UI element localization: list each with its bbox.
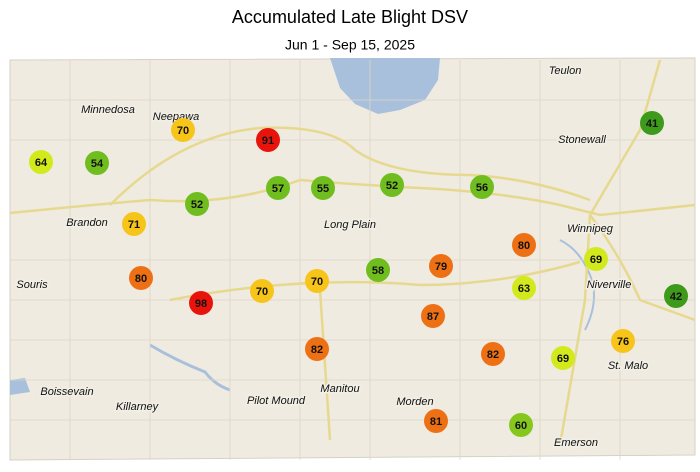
station-marker (266, 176, 290, 200)
place-label: Long Plain (324, 219, 376, 231)
station-marker (129, 266, 153, 290)
station-marker (470, 175, 494, 199)
station-marker (380, 173, 404, 197)
station-value: 70 (311, 276, 323, 288)
station-value: 70 (177, 125, 189, 137)
place-label: Manitou (320, 383, 359, 395)
station-marker (305, 337, 329, 361)
station-value: 69 (557, 353, 569, 365)
station-value: 58 (372, 265, 384, 277)
station-value: 98 (195, 298, 207, 310)
station-value: 63 (518, 283, 530, 295)
station-marker (185, 192, 209, 216)
station-value: 80 (518, 240, 530, 252)
station-value: 41 (646, 118, 658, 130)
station-marker (512, 276, 536, 300)
station-marker (85, 151, 109, 175)
station-value: 82 (487, 349, 499, 361)
station-marker (122, 212, 146, 236)
place-label: Niverville (587, 279, 632, 291)
station-marker (481, 342, 505, 366)
place-label: Brandon (66, 217, 108, 229)
title: Accumulated Late Blight DSV (232, 7, 468, 27)
station-value: 79 (435, 261, 447, 273)
place-label: Emerson (554, 437, 598, 449)
station-marker (551, 346, 575, 370)
station-value: 42 (670, 291, 682, 303)
station-value: 60 (515, 420, 527, 432)
station-value: 91 (262, 135, 274, 147)
station-marker (305, 269, 329, 293)
place-label: Stonewall (558, 134, 606, 146)
station-value: 71 (128, 219, 140, 231)
station-marker (664, 284, 688, 308)
place-label: Minnedosa (81, 104, 135, 116)
station-value: 70 (256, 286, 268, 298)
station-marker (366, 258, 390, 282)
place-label: Winnipeg (567, 223, 614, 235)
station-value: 64 (35, 157, 48, 169)
station-value: 56 (476, 182, 488, 194)
station-value: 87 (427, 311, 439, 323)
station-value: 69 (590, 254, 602, 266)
station-value: 80 (135, 273, 147, 285)
place-label: Morden (396, 396, 433, 408)
station-value: 57 (272, 183, 284, 195)
station-marker (256, 128, 280, 152)
station-marker (429, 254, 453, 278)
station-value: 52 (191, 199, 203, 211)
place-label: St. Malo (608, 360, 648, 372)
station-marker (509, 413, 533, 437)
place-label: Pilot Mound (247, 395, 306, 407)
station-marker (584, 247, 608, 271)
station-marker (611, 329, 635, 353)
station-marker (311, 176, 335, 200)
station-value: 76 (617, 336, 629, 348)
station-marker (512, 233, 536, 257)
place-label: Killarney (116, 401, 160, 413)
station-marker (29, 150, 53, 174)
subtitle: Jun 1 - Sep 15, 2025 (285, 37, 415, 53)
station-marker (171, 118, 195, 142)
place-label: Teulon (549, 65, 582, 77)
station-value: 82 (311, 344, 323, 356)
station-value: 52 (386, 180, 398, 192)
station-marker (189, 291, 213, 315)
station-value: 54 (91, 158, 104, 170)
station-marker (424, 409, 448, 433)
station-marker (421, 304, 445, 328)
station-marker (640, 111, 664, 135)
station-marker (250, 279, 274, 303)
station-value: 55 (317, 183, 329, 195)
place-label: Souris (16, 279, 48, 291)
station-value: 81 (430, 416, 442, 428)
place-label: Boissevain (40, 386, 93, 398)
